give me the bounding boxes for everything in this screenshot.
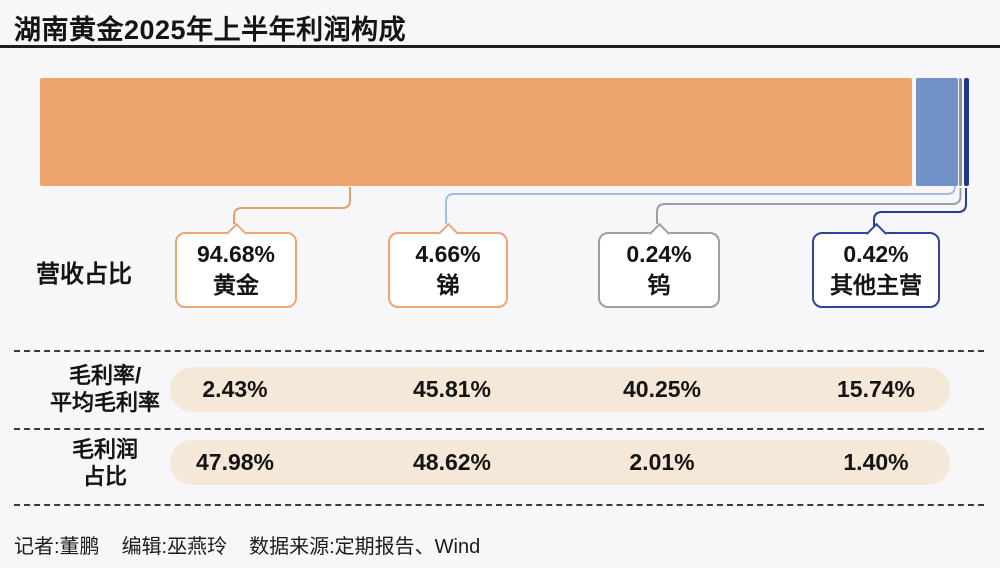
gross-margin-label-line1: 毛利率/	[68, 363, 142, 388]
gross-profit-pill	[170, 440, 950, 485]
callout-gold-name: 黄金	[213, 272, 259, 298]
gross-profit-label-line1: 毛利润	[71, 437, 138, 462]
callout-other-value: 0.42%	[843, 241, 909, 267]
gross-margin-gold: 2.43%	[202, 376, 268, 402]
callout-antimony-name: 锑	[436, 272, 460, 298]
bar-segment-gold	[40, 78, 912, 186]
data-source-credit: 数据来源:定期报告、Wind	[249, 536, 481, 558]
callout-other-name: 其他主营	[830, 272, 922, 298]
title-underline	[0, 45, 1000, 48]
callout-gold: 94.68% 黄金	[175, 222, 297, 308]
page-title: 湖南黄金2025年上半年利润构成	[14, 15, 407, 45]
dashed-separator-bottom	[14, 504, 984, 506]
callout-tungsten: 0.24% 钨	[598, 222, 720, 308]
gross-margin-label-line2: 平均毛利率	[49, 390, 160, 415]
callout-tungsten-name: 钨	[647, 272, 671, 298]
gross-margin-antimony: 45.81%	[412, 376, 491, 402]
gross-profit-antimony: 48.62%	[412, 449, 491, 475]
callout-gold-value: 94.68%	[196, 241, 275, 267]
bar-segment-tungsten	[959, 78, 962, 186]
gross-margin-pill	[170, 367, 950, 412]
gross-profit-row-label: 毛利润 占比	[20, 436, 190, 490]
bar-segment-antimony	[916, 78, 958, 186]
reporter-credit: 记者:董鹏	[14, 536, 100, 558]
callout-other: 0.42% 其他主营	[812, 222, 940, 308]
callout-antimony: 4.66% 锑	[388, 222, 508, 308]
dashed-separator-middle	[14, 428, 984, 430]
callout-tungsten-value: 0.24%	[626, 241, 692, 267]
dashed-separator-top	[14, 350, 984, 352]
gross-profit-gold: 47.98%	[195, 449, 274, 475]
gross-margin-other: 15.74%	[836, 376, 915, 402]
footer-credits: 记者:董鹏 编辑:巫燕玲 数据来源:定期报告、Wind	[14, 530, 502, 559]
gross-margin-row-label: 毛利率/ 平均毛利率	[20, 362, 190, 416]
callout-antimony-value: 4.66%	[415, 241, 481, 267]
gross-profit-label-line2: 占比	[82, 464, 127, 489]
gross-margin-tungsten: 40.25%	[622, 376, 701, 402]
bar-segment-other	[964, 78, 969, 186]
gross-profit-other: 1.40%	[843, 449, 909, 475]
revenue-share-label: 营收占比	[36, 261, 132, 288]
editor-credit: 编辑:巫燕玲	[121, 536, 228, 558]
gross-profit-tungsten: 2.01%	[629, 449, 695, 475]
